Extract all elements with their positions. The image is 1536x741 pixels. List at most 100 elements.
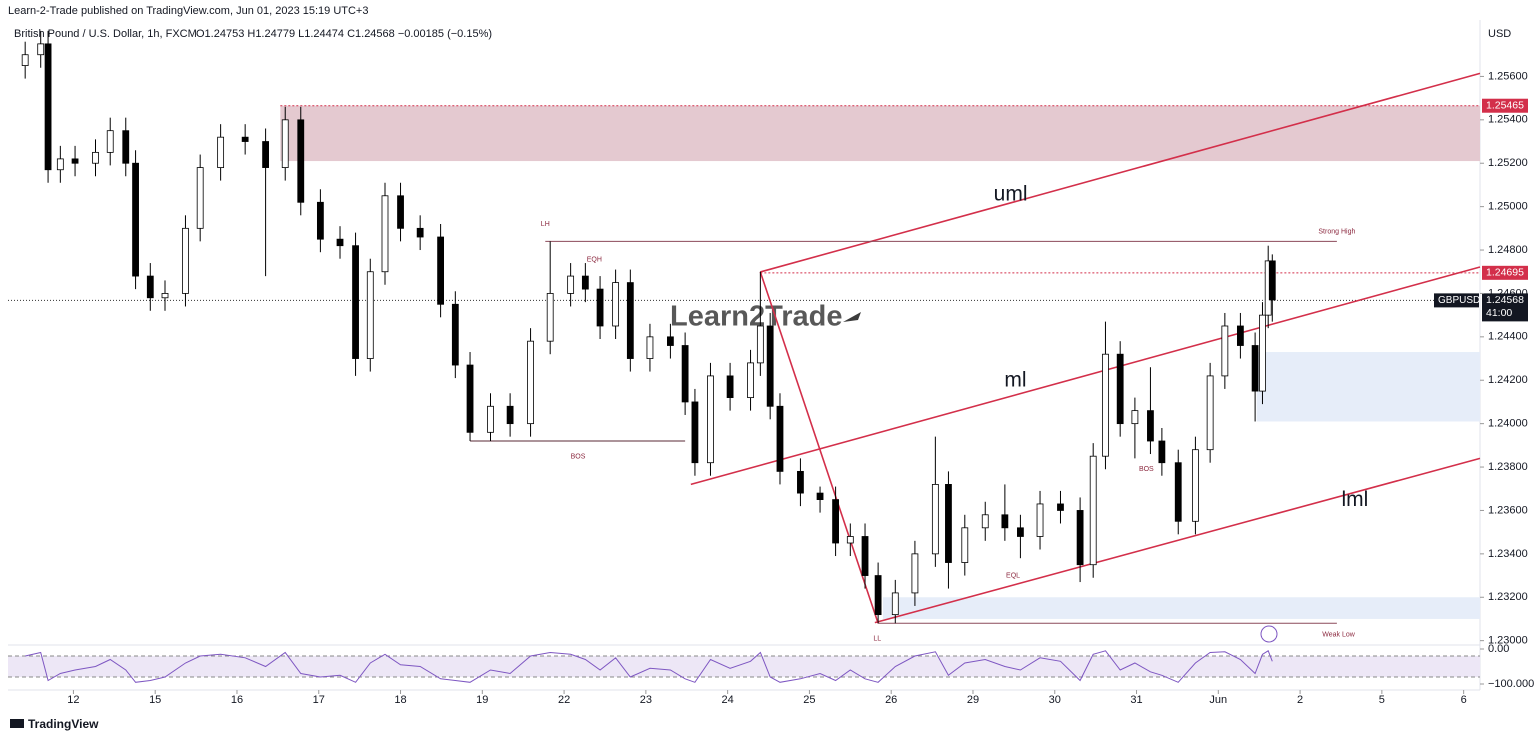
candle-body	[776, 405, 784, 472]
x-tick-label: 2	[1297, 694, 1303, 706]
x-tick-label: 18	[394, 694, 406, 706]
zone	[883, 597, 1480, 619]
price-label: 1.24695	[1486, 267, 1524, 279]
x-tick-label: 24	[722, 694, 734, 706]
candle-body	[1158, 440, 1166, 464]
x-tick-label: 31	[1130, 694, 1142, 706]
candle-body	[1131, 410, 1139, 425]
candle-body	[874, 575, 882, 616]
candle-body	[44, 43, 52, 171]
price-label: 1.25465	[1486, 100, 1524, 112]
y-tick-label: 1.25600	[1488, 70, 1528, 82]
ohlc-values: O1.24753 H1.24779 L1.24474 C1.24568 −0.0…	[196, 28, 492, 40]
price-label-bg	[1482, 98, 1528, 113]
candle-body	[132, 162, 139, 277]
candle-body	[832, 499, 839, 544]
x-tick-label: 29	[967, 694, 979, 706]
y-tick-label: 1.25200	[1488, 157, 1528, 169]
candle-body	[596, 288, 604, 327]
symbol-bg	[1434, 293, 1479, 308]
candle-body	[37, 43, 45, 56]
candle-body	[612, 282, 620, 327]
candle-body	[1236, 325, 1244, 346]
indicator-band	[8, 656, 1480, 677]
watermark-arrow	[843, 312, 861, 322]
y-tick-label: 1.24200	[1488, 374, 1528, 386]
candle-body	[1174, 462, 1182, 522]
y-tick-label: 1.25400	[1488, 114, 1528, 126]
zone	[280, 105, 1480, 162]
candle-body	[397, 195, 404, 229]
candle-body	[931, 484, 939, 555]
candle-body	[1116, 353, 1124, 425]
x-tick-label: 12	[67, 694, 79, 706]
indicator-tick-label: 0.00	[1488, 643, 1509, 655]
x-tick-label: 15	[149, 694, 161, 706]
footer-logo: TradingView	[28, 717, 99, 731]
channel-label: lml	[1341, 488, 1368, 511]
candle-body	[756, 325, 764, 364]
candle-body	[1206, 375, 1214, 451]
indicator-tick-label: −100.000	[1488, 678, 1534, 690]
candle-body	[1221, 325, 1229, 377]
x-tick-label: 17	[313, 694, 325, 706]
x-tick-label: 19	[476, 694, 488, 706]
candle-body	[122, 130, 130, 164]
drawn-line	[760, 72, 1481, 273]
candle-body	[416, 227, 424, 238]
y-tick-label: 1.24800	[1488, 244, 1528, 256]
candle-body	[71, 158, 79, 164]
candle-body	[747, 362, 754, 399]
candle-body	[1017, 527, 1024, 537]
marker-label: LL	[873, 635, 881, 642]
candle-body	[182, 227, 189, 294]
candle-body	[961, 527, 969, 563]
candle-body	[1147, 410, 1154, 442]
channel-label: uml	[994, 183, 1028, 206]
candle-body	[21, 54, 29, 66]
candle-body	[981, 514, 989, 529]
x-tick-label: 22	[558, 694, 570, 706]
candle-body	[846, 536, 854, 544]
candle-body	[196, 167, 204, 229]
symbol-label: GBPUSD	[1438, 295, 1480, 306]
candle-body	[161, 293, 169, 299]
marker-label: EQL	[1006, 572, 1020, 579]
candle-body	[352, 245, 359, 359]
candle-body	[92, 151, 99, 164]
last-price-label: 1.24568	[1486, 294, 1524, 306]
x-tick-label: 5	[1379, 694, 1385, 706]
candle-body	[381, 195, 389, 273]
y-tick-label: 1.24000	[1488, 418, 1528, 430]
candle-body	[1268, 260, 1276, 301]
y-tick-label: 1.23200	[1488, 591, 1528, 603]
currency: USD	[1488, 28, 1511, 40]
x-tick-label: 16	[231, 694, 243, 706]
marker-label: LH	[541, 221, 550, 228]
x-tick-label: 23	[640, 694, 652, 706]
y-tick-label: 1.23400	[1488, 548, 1528, 560]
price-label-bg	[1482, 265, 1528, 280]
x-tick-label: 6	[1461, 694, 1467, 706]
candle-body	[451, 303, 459, 366]
candle-body	[366, 271, 374, 359]
candle-body	[146, 275, 154, 299]
candle-body	[681, 345, 689, 403]
candle-body	[1259, 314, 1266, 392]
candle-body	[56, 158, 64, 171]
y-tick-label: 1.24400	[1488, 331, 1528, 343]
marker-label: Weak Low	[1322, 632, 1355, 639]
candle-body	[691, 401, 699, 464]
candle-body	[527, 340, 534, 425]
candle-body	[891, 592, 899, 616]
candle-body	[667, 336, 674, 346]
zone	[1256, 352, 1480, 422]
candle-body	[646, 336, 654, 359]
candle-body	[797, 470, 804, 494]
candle-body	[1251, 345, 1259, 392]
candle-body	[336, 238, 344, 247]
watermark: Learn2Trade	[670, 301, 842, 333]
candle-body	[726, 375, 734, 399]
candle-body	[487, 405, 494, 433]
candle-body	[437, 236, 445, 305]
